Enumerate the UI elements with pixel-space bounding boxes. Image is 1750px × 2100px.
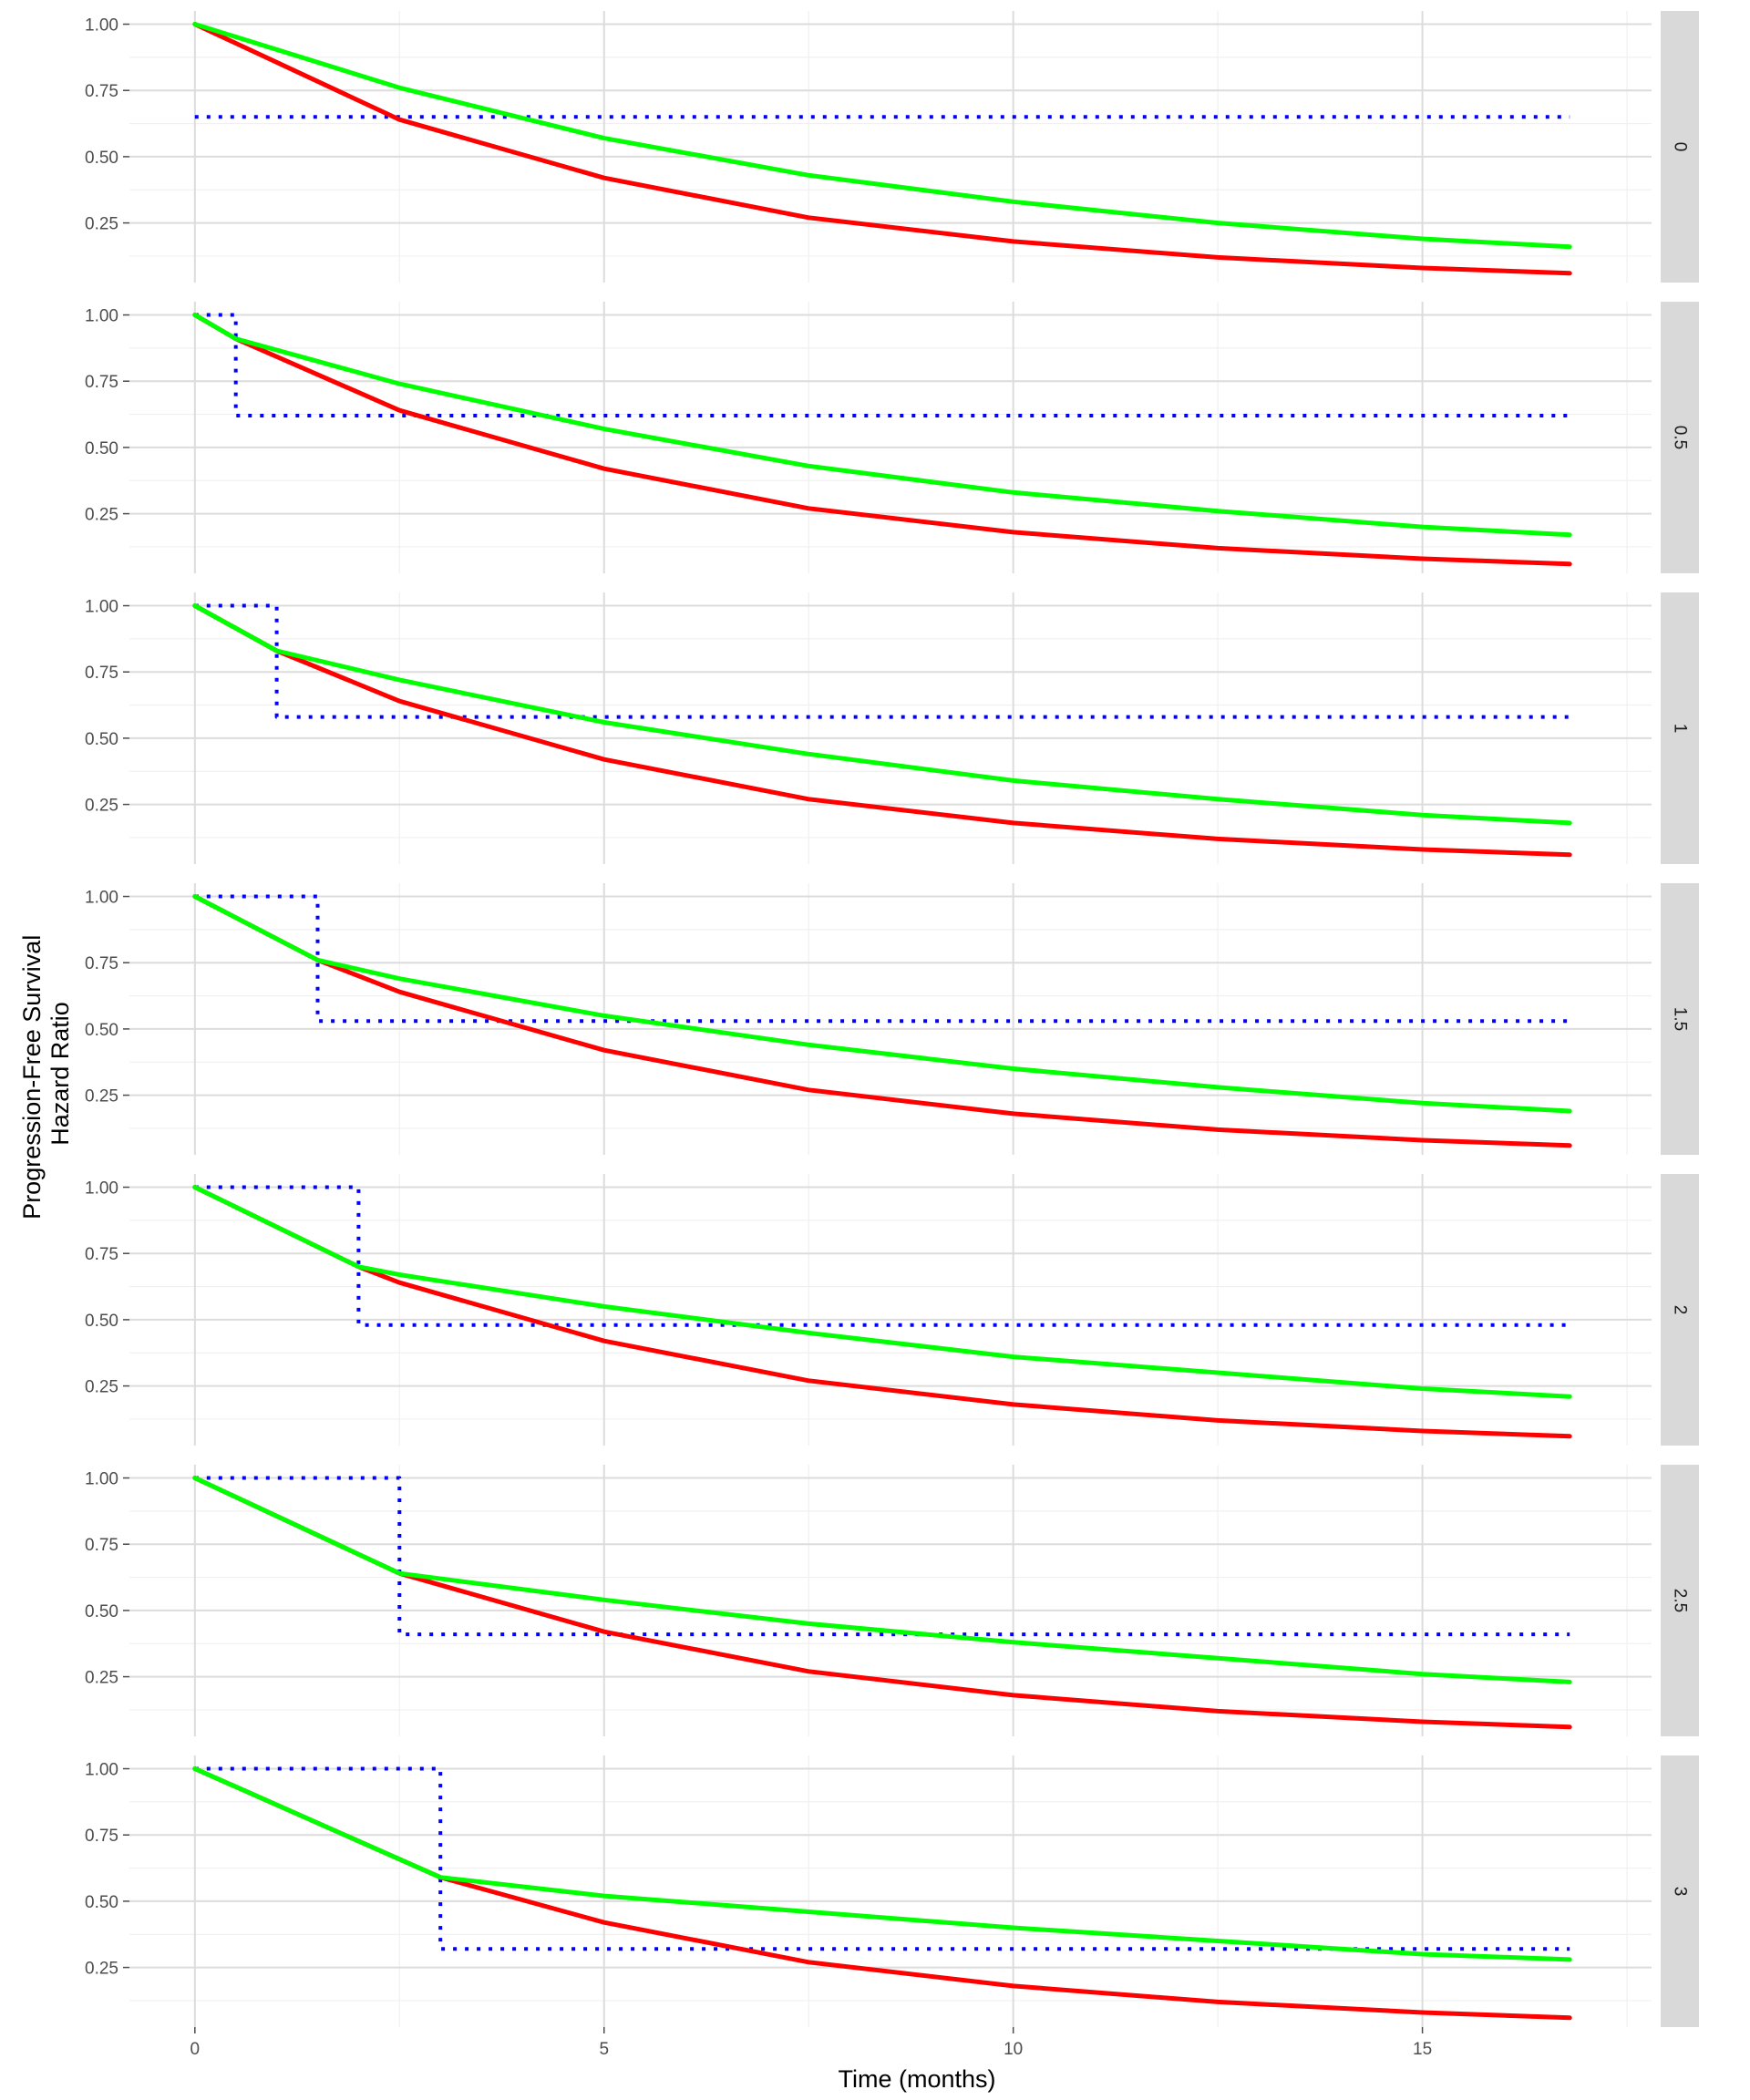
facet-strip-label: 0 bbox=[1671, 142, 1690, 152]
facet-panel: 1.00 0.75 0.50 0.25 3 bbox=[85, 1755, 1699, 2027]
y-tick-label: 0.50 bbox=[85, 730, 118, 749]
series-hazard-ratio-line bbox=[194, 894, 1570, 1024]
y-tick-label: 0.75 bbox=[85, 82, 118, 101]
y-axis-title-line-1: Progression-Free Survival bbox=[18, 935, 46, 1220]
series-green-line bbox=[192, 313, 1572, 538]
y-tick-label: 0.25 bbox=[85, 1378, 118, 1397]
panel-background bbox=[129, 1465, 1652, 1736]
y-tick-label: 0.50 bbox=[85, 1312, 118, 1331]
series-red-line bbox=[192, 1185, 1572, 1439]
facet-strip bbox=[1661, 11, 1699, 283]
y-axis-title: Progression-Free Survival Hazard Ratio bbox=[18, 928, 74, 1220]
facet-strip-label: 3 bbox=[1671, 1887, 1690, 1897]
facet-strip bbox=[1661, 302, 1699, 573]
facet-panel: 1.00 0.75 0.50 0.25 2.5 bbox=[85, 1465, 1699, 1736]
series-hazard-ratio-line bbox=[194, 313, 1570, 417]
y-tick-label: 0.75 bbox=[85, 1536, 118, 1555]
series-green-line bbox=[192, 894, 1572, 1114]
series-red-line bbox=[192, 603, 1572, 858]
facet-strip bbox=[1661, 1174, 1699, 1446]
panel-background bbox=[129, 1174, 1652, 1446]
facet-strip bbox=[1661, 1755, 1699, 2027]
facet-strip-label: 2.5 bbox=[1671, 1589, 1690, 1612]
series-green-line bbox=[192, 603, 1572, 826]
facet-panels: 1.000.750.500.2501.000.750.500.250.51.00… bbox=[85, 11, 1699, 2027]
x-tick-label: 5 bbox=[599, 2040, 609, 2059]
y-tick-label: 0.75 bbox=[85, 664, 118, 683]
series-red-line bbox=[192, 313, 1572, 567]
series-red-line bbox=[192, 1476, 1572, 1730]
facet-strip-label: 1.5 bbox=[1671, 1007, 1690, 1031]
facet-strip bbox=[1661, 1465, 1699, 1736]
y-tick-label: 0.25 bbox=[85, 1669, 118, 1688]
y-tick-label: 0.50 bbox=[85, 1021, 118, 1040]
facet-strip-label: 0.5 bbox=[1671, 426, 1690, 449]
series-red-line bbox=[192, 22, 1572, 276]
facet-panel: 1.00 0.75 0.50 0.25 2 bbox=[85, 1174, 1699, 1446]
y-tick-label: 0.50 bbox=[85, 149, 118, 168]
y-tick-label: 0.25 bbox=[85, 1960, 118, 1979]
facet-strip-label: 1 bbox=[1671, 724, 1690, 734]
y-tick-label: 0.50 bbox=[85, 1893, 118, 1912]
facet-strip bbox=[1661, 592, 1699, 864]
y-tick-label: 0.75 bbox=[85, 373, 118, 392]
y-tick-label: 0.25 bbox=[85, 797, 118, 816]
panel-background bbox=[129, 302, 1652, 573]
series-green-line bbox=[192, 22, 1572, 250]
series-green-line bbox=[192, 1476, 1572, 1684]
y-tick-label: 0.25 bbox=[85, 1087, 118, 1107]
x-axis-title: Time (months) bbox=[838, 2065, 995, 2093]
x-tick-label: 10 bbox=[1004, 2040, 1023, 2059]
y-tick-label: 1.00 bbox=[85, 307, 118, 326]
y-tick-label: 1.00 bbox=[85, 1470, 118, 1489]
y-tick-label: 1.00 bbox=[85, 1179, 118, 1199]
facet-panel: 1.00 0.75 0.50 0.25 1.5 bbox=[85, 883, 1699, 1155]
x-tick-label: 15 bbox=[1413, 2040, 1432, 2059]
panel-background bbox=[129, 883, 1652, 1155]
facet-panel: 1.00 0.75 0.50 0.25 0 bbox=[85, 11, 1699, 283]
x-tick-label: 0 bbox=[190, 2040, 201, 2059]
y-tick-label: 1.00 bbox=[85, 598, 118, 617]
y-axis-title-line-2: Hazard Ratio bbox=[46, 1002, 74, 1146]
panel-background bbox=[129, 592, 1652, 864]
facet-panel: 1.00 0.75 0.50 0.25 0.5 bbox=[85, 302, 1699, 573]
panel-background bbox=[129, 1755, 1652, 2027]
facet-strip-label: 2 bbox=[1671, 1305, 1690, 1315]
y-tick-label: 0.75 bbox=[85, 954, 118, 973]
y-tick-label: 0.50 bbox=[85, 439, 118, 458]
y-tick-label: 0.25 bbox=[85, 215, 118, 234]
x-axis: 0 5 10 15 bbox=[190, 2027, 1432, 2059]
series-red-line bbox=[192, 1766, 1572, 2021]
facet-strip bbox=[1661, 883, 1699, 1155]
y-tick-label: 1.00 bbox=[85, 16, 118, 36]
y-tick-label: 0.75 bbox=[85, 1827, 118, 1846]
y-tick-label: 1.00 bbox=[85, 889, 118, 908]
facet-panel: 1.00 0.75 0.50 0.25 1 bbox=[85, 592, 1699, 864]
series-red-line bbox=[192, 894, 1572, 1148]
series-green-line bbox=[192, 1766, 1572, 1962]
y-tick-label: 0.75 bbox=[85, 1245, 118, 1264]
y-tick-label: 0.50 bbox=[85, 1602, 118, 1621]
y-tick-label: 1.00 bbox=[85, 1761, 118, 1780]
series-green-line bbox=[192, 1185, 1572, 1399]
y-tick-label: 0.25 bbox=[85, 506, 118, 525]
